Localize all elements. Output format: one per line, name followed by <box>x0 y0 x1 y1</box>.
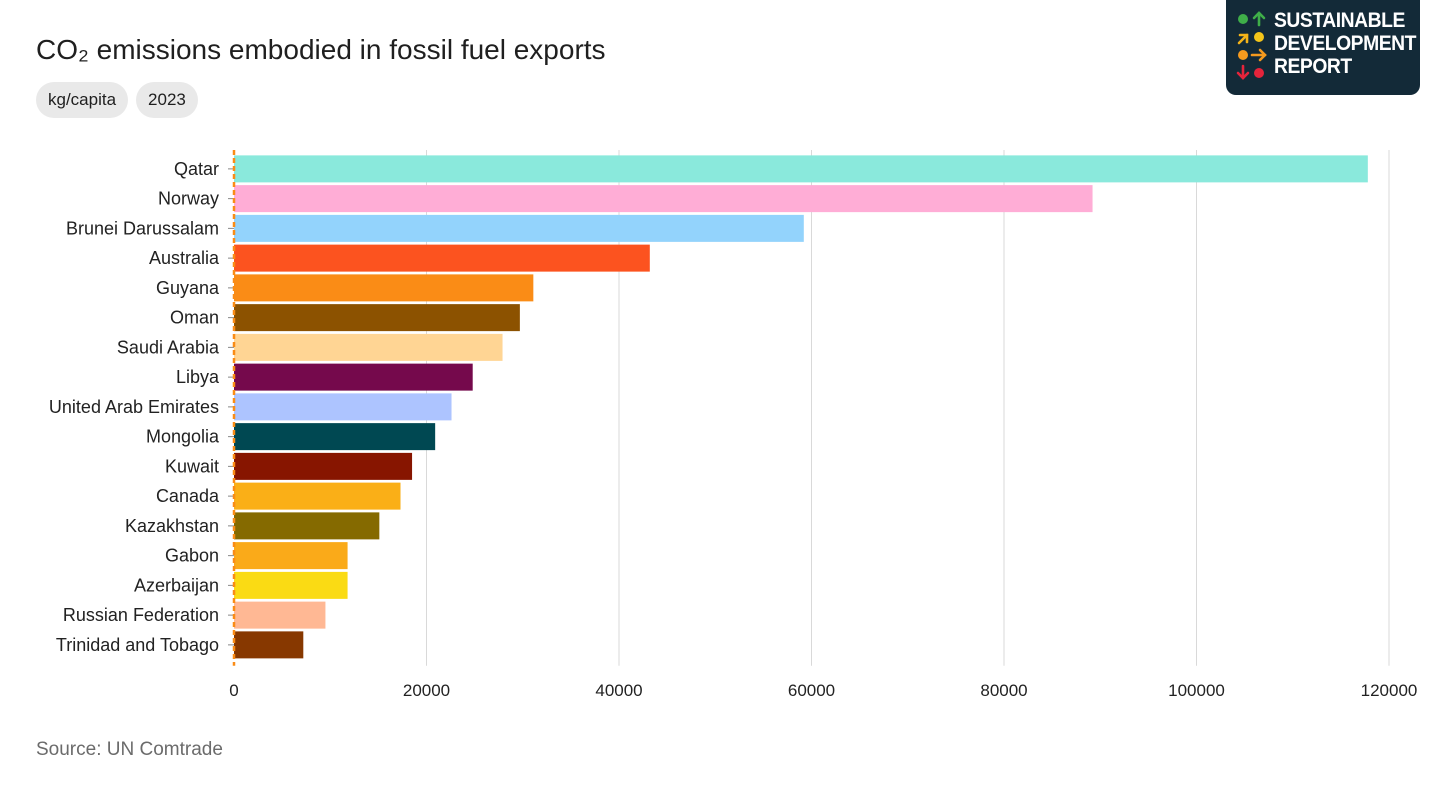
logo-line: REPORT <box>1274 55 1352 78</box>
logo-line: SUSTAINABLE <box>1274 9 1405 32</box>
x-tick-label: 120000 <box>1361 681 1418 700</box>
yellow-dot <box>1254 32 1264 42</box>
down-arrow-icon <box>1236 64 1250 80</box>
x-tick-label: 80000 <box>980 681 1027 700</box>
year-chip[interactable]: 2023 <box>136 82 198 118</box>
right-arrow-icon <box>1250 48 1267 62</box>
bar <box>234 542 348 570</box>
green-dot <box>1238 14 1248 24</box>
bar <box>234 363 473 391</box>
category-label: Mongolia <box>146 427 220 447</box>
bar <box>234 244 650 272</box>
diagonal-arrow-icon <box>1237 33 1249 45</box>
bar <box>234 601 326 629</box>
unit-chip[interactable]: kg/capita <box>36 82 129 118</box>
filter-chips: kg/capita 2023 <box>36 82 198 118</box>
x-tick-label: 60000 <box>788 681 835 700</box>
category-label: Australia <box>149 248 220 268</box>
category-label: Kazakhstan <box>125 516 219 536</box>
bar <box>234 393 452 421</box>
category-label: Oman <box>170 308 219 328</box>
bar <box>234 274 534 302</box>
chart-title: CO₂ emissions embodied in fossil fuel ex… <box>36 34 606 65</box>
category-label: Libya <box>176 367 220 387</box>
logo-line: DEVELOPMENT <box>1274 32 1417 55</box>
bar <box>234 304 520 332</box>
category-label: Saudi Arabia <box>117 337 220 357</box>
category-label: Qatar <box>174 159 219 179</box>
sdg-arrows-icon <box>1236 11 1267 80</box>
category-label: Norway <box>158 189 219 209</box>
bar <box>234 512 380 540</box>
up-arrow-icon <box>1252 11 1266 27</box>
bar <box>234 214 804 242</box>
red-dot <box>1254 68 1264 78</box>
x-tick-label: 100000 <box>1168 681 1225 700</box>
bar <box>234 333 503 361</box>
category-label: United Arab Emirates <box>49 397 219 417</box>
bar <box>234 423 436 451</box>
bar <box>234 631 304 659</box>
logo-wordmark: SUSTAINABLE DEVELOPMENT REPORT <box>1274 9 1417 78</box>
category-label: Kuwait <box>165 456 219 476</box>
bar-chart: 0 20000 40000 60000 80000 100000 120000 Qatar No… <box>49 150 1418 700</box>
category-label: Trinidad and Tobago <box>56 635 219 655</box>
x-tick-label: 40000 <box>595 681 642 700</box>
bar <box>234 452 413 480</box>
bar <box>234 155 1368 183</box>
sdr-logo[interactable]: SUSTAINABLE DEVELOPMENT REPORT <box>1226 0 1420 95</box>
category-label: Canada <box>156 486 220 506</box>
category-label: Russian Federation <box>63 605 219 625</box>
category-label: Gabon <box>165 546 219 566</box>
x-tick-label: 0 <box>229 681 238 700</box>
category-label: Azerbaijan <box>134 575 219 595</box>
x-tick-label: 20000 <box>403 681 450 700</box>
bar <box>234 571 348 599</box>
bar <box>234 482 401 510</box>
orange-dot <box>1238 50 1248 60</box>
category-label: Brunei Darussalam <box>66 218 219 238</box>
bar <box>234 185 1093 213</box>
source-note: Source: UN Comtrade <box>36 739 223 760</box>
category-label: Guyana <box>156 278 220 298</box>
